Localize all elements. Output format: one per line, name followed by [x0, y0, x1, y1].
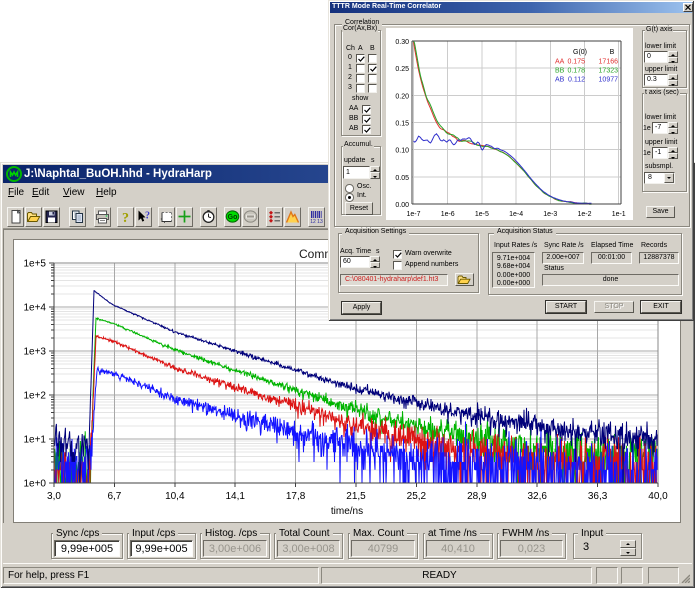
svg-text:0.00: 0.00	[395, 202, 409, 209]
svg-text:28,9: 28,9	[467, 491, 487, 502]
svg-text:time/ns: time/ns	[331, 506, 363, 517]
svg-text:0.15: 0.15	[395, 121, 409, 128]
svg-text:1e-1: 1e-1	[612, 211, 626, 218]
svg-text:10977: 10977	[599, 77, 619, 84]
svg-text:32,6: 32,6	[527, 491, 547, 502]
svg-text:0.30: 0.30	[395, 39, 409, 46]
svg-text:1e+4: 1e+4	[23, 303, 46, 314]
svg-text:1e+3: 1e+3	[23, 347, 46, 358]
svg-text:AA: AA	[555, 59, 565, 66]
svg-text:25,2: 25,2	[407, 491, 427, 502]
svg-text:6,7: 6,7	[107, 491, 121, 502]
svg-text:0.05: 0.05	[395, 175, 409, 182]
svg-text:12 13: 12 13	[310, 219, 323, 225]
svg-text:BB: BB	[555, 68, 565, 75]
svg-text:AB: AB	[555, 77, 565, 84]
svg-text:1e-3: 1e-3	[543, 211, 557, 218]
svg-text:17166: 17166	[599, 59, 619, 66]
svg-text:?: ?	[122, 211, 129, 225]
svg-text:0.175: 0.175	[567, 59, 585, 66]
svg-text:0.25: 0.25	[395, 66, 409, 73]
svg-text:17,8: 17,8	[286, 491, 306, 502]
svg-text:1e-2: 1e-2	[577, 211, 591, 218]
svg-text:1e-7: 1e-7	[406, 211, 420, 218]
svg-text:0.112: 0.112	[568, 77, 585, 84]
svg-text:3,0: 3,0	[47, 491, 61, 502]
svg-text:40,0: 40,0	[648, 491, 668, 502]
svg-text:Go: Go	[228, 214, 238, 221]
svg-text:36,3: 36,3	[588, 491, 608, 502]
svg-text:?: ?	[145, 211, 150, 222]
svg-text:0.10: 0.10	[395, 148, 409, 155]
svg-text:B: B	[610, 49, 615, 56]
svg-text:0.20: 0.20	[395, 93, 409, 100]
svg-text:1e-5: 1e-5	[475, 211, 489, 218]
svg-text:0.178: 0.178	[567, 68, 585, 75]
svg-text:17323: 17323	[599, 68, 619, 75]
svg-text:14,1: 14,1	[225, 491, 245, 502]
svg-text:1e+0: 1e+0	[23, 479, 46, 490]
svg-text:21,5: 21,5	[346, 491, 366, 502]
svg-text:1e-4: 1e-4	[509, 211, 523, 218]
svg-text:G(0): G(0)	[573, 49, 587, 56]
svg-text:1e+1: 1e+1	[23, 435, 46, 446]
svg-text:1e+5: 1e+5	[23, 259, 46, 270]
svg-text:1e+2: 1e+2	[23, 391, 46, 402]
svg-text:10,4: 10,4	[165, 491, 185, 502]
svg-text:1e-6: 1e-6	[441, 211, 455, 218]
